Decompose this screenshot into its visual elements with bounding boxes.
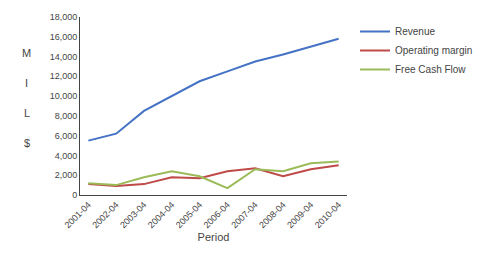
svg-text:2004-04: 2004-04 (146, 200, 176, 230)
svg-text:2010-04: 2010-04 (313, 200, 343, 230)
svg-text:M: M (22, 47, 31, 59)
svg-text:6,000: 6,000 (55, 131, 78, 141)
svg-text:2003-04: 2003-04 (118, 200, 148, 230)
svg-text:8,000: 8,000 (55, 111, 78, 121)
svg-text:16,000: 16,000 (50, 32, 78, 42)
svg-text:18,000: 18,000 (50, 12, 78, 22)
svg-text:2006-04: 2006-04 (202, 200, 232, 230)
svg-text:I: I (25, 77, 28, 89)
svg-text:2005-04: 2005-04 (174, 200, 204, 230)
svg-text:2008-04: 2008-04 (257, 200, 287, 230)
svg-text:2009-04: 2009-04 (285, 200, 315, 230)
svg-text:0: 0 (72, 190, 77, 200)
svg-text:Revenue: Revenue (395, 26, 435, 37)
svg-text:14,000: 14,000 (50, 52, 78, 62)
svg-text:2,000: 2,000 (55, 170, 78, 180)
svg-text:2001-04: 2001-04 (63, 200, 93, 230)
svg-text:10,000: 10,000 (50, 91, 78, 101)
svg-text:2007-04: 2007-04 (229, 200, 259, 230)
svg-text:L: L (24, 107, 30, 119)
svg-text:2002-04: 2002-04 (90, 200, 120, 230)
svg-text:Operating margin: Operating margin (395, 45, 472, 56)
svg-text:Period: Period (198, 231, 230, 243)
svg-text:4,000: 4,000 (55, 151, 78, 161)
svg-text:12,000: 12,000 (50, 71, 78, 81)
svg-text:Free Cash Flow: Free Cash Flow (395, 64, 466, 75)
svg-text:$: $ (24, 137, 30, 149)
